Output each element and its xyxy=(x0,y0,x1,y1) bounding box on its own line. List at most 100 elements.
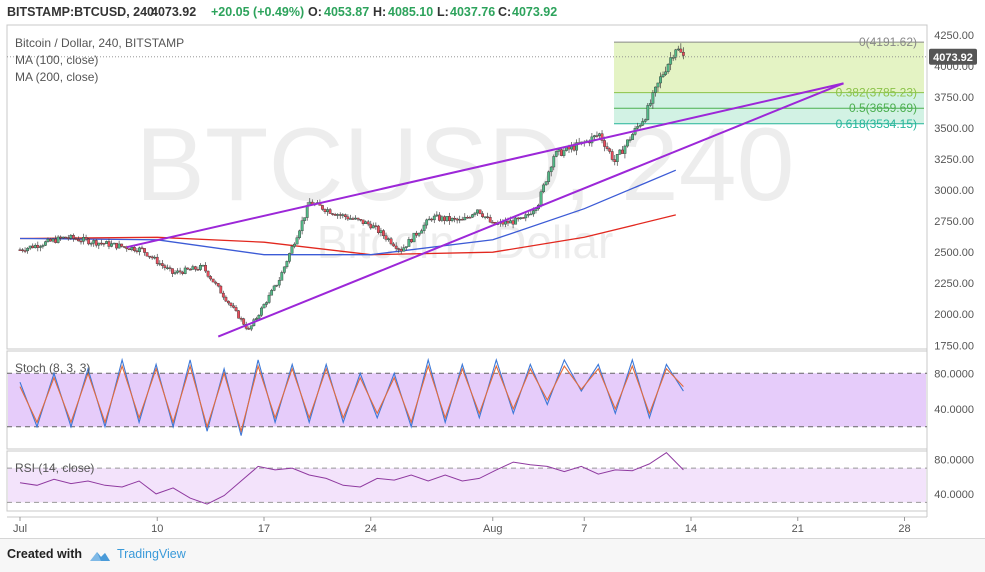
candle-body xyxy=(440,216,444,221)
candle-body xyxy=(364,221,368,224)
candle-body xyxy=(450,217,454,222)
candle-body xyxy=(354,217,357,220)
candle-body xyxy=(326,209,329,212)
price-tick-label: 4250.00 xyxy=(934,30,974,42)
candle-body xyxy=(427,218,431,221)
candle-body xyxy=(127,248,131,251)
candle-body xyxy=(54,238,57,243)
tradingview-link[interactable]: TradingView xyxy=(117,547,186,561)
candle-body xyxy=(664,71,667,75)
candle-body xyxy=(51,238,55,242)
candle-body xyxy=(486,216,490,218)
price-tick-label: 3500.00 xyxy=(934,123,974,135)
candle-body xyxy=(219,285,223,294)
time-tick-label: 7 xyxy=(581,523,587,535)
candle-body xyxy=(369,223,373,229)
candle-body xyxy=(623,145,627,154)
candle-body xyxy=(295,237,299,245)
candle-body xyxy=(87,238,91,245)
candle-body xyxy=(557,149,561,152)
candle-body xyxy=(140,247,144,250)
candle-body xyxy=(620,149,624,154)
candle-body xyxy=(280,272,284,281)
candle-body xyxy=(399,248,403,252)
stoch-d-line xyxy=(19,364,684,434)
lower-trendline xyxy=(217,82,844,338)
candle-body xyxy=(196,269,200,271)
candle-body xyxy=(549,166,553,173)
candle-body xyxy=(638,125,642,127)
candle-body xyxy=(199,265,202,270)
candle-body xyxy=(509,220,512,224)
candle-body xyxy=(183,267,187,274)
candle-body xyxy=(107,241,111,247)
candle-body xyxy=(481,213,484,218)
candle-body xyxy=(389,238,393,245)
watermark-symbol: BTCUSD, 240 xyxy=(136,107,795,223)
candle-body xyxy=(371,225,375,229)
candle-body xyxy=(33,244,37,249)
candle-body xyxy=(130,247,134,251)
fib-level-label: 0.618(3534.15) xyxy=(836,117,917,131)
candle-body xyxy=(69,235,73,239)
candle-body xyxy=(407,239,411,247)
price-tick-label: 2750.00 xyxy=(934,216,974,228)
rsi-tick-label: 80.0000 xyxy=(934,455,974,467)
candle-body xyxy=(455,218,459,221)
candle-body xyxy=(166,267,169,269)
candle-body xyxy=(379,230,383,233)
low-value: 4037.76 xyxy=(450,5,496,19)
candle-body xyxy=(656,82,660,88)
candle-body xyxy=(341,214,345,216)
candle-body xyxy=(176,270,179,273)
candle-body xyxy=(265,302,268,305)
candle-body xyxy=(171,268,174,274)
time-tick-label: 24 xyxy=(365,523,377,535)
candle-body xyxy=(516,217,520,220)
time-tick-label: 14 xyxy=(685,523,697,535)
candle-body xyxy=(41,245,45,247)
candle-body xyxy=(18,249,22,251)
candle-body xyxy=(412,232,416,243)
candle-body xyxy=(605,146,609,149)
candle-body xyxy=(99,242,103,245)
candle-body xyxy=(636,126,640,129)
candle-body xyxy=(298,230,301,238)
fib-level-label: 0.5(3659.69) xyxy=(849,101,917,115)
tradingview-logo-icon[interactable] xyxy=(88,549,112,563)
candle-body xyxy=(232,305,235,308)
symbol-label: BITSTAMP:BTCUSD, 240 xyxy=(7,5,155,19)
candle-body xyxy=(659,76,662,84)
candle-body xyxy=(460,218,464,221)
candle-body xyxy=(443,216,446,221)
candle-body xyxy=(404,246,408,248)
candle-body xyxy=(328,209,332,214)
candle-body xyxy=(135,250,139,253)
low-label: L: xyxy=(437,5,449,19)
candle-body xyxy=(224,296,228,302)
open-value: 4053.87 xyxy=(324,5,370,19)
fib-level-label: 0(4191.62) xyxy=(859,35,917,49)
candle-body xyxy=(150,256,154,259)
candle-body xyxy=(321,205,324,210)
rsi-band xyxy=(8,468,926,503)
candle-body xyxy=(163,265,167,269)
candle-body xyxy=(603,140,606,147)
candle-body xyxy=(333,214,337,216)
candle-body xyxy=(270,290,274,296)
candle-body xyxy=(422,224,426,231)
candle-body xyxy=(615,154,619,162)
candle-body xyxy=(410,239,413,243)
chart-header: BITSTAMP:BTCUSD, 240 4073.92 +20.05 (+0.… xyxy=(0,0,985,24)
candle-body xyxy=(643,119,647,122)
candle-body xyxy=(544,181,548,186)
candle-body xyxy=(651,92,655,104)
candle-body xyxy=(572,145,576,151)
candle-body xyxy=(247,328,251,330)
candle-body xyxy=(290,246,294,254)
candle-body xyxy=(437,214,441,221)
candle-body xyxy=(432,215,436,221)
candle-body xyxy=(491,221,495,224)
candle-body xyxy=(221,292,225,298)
